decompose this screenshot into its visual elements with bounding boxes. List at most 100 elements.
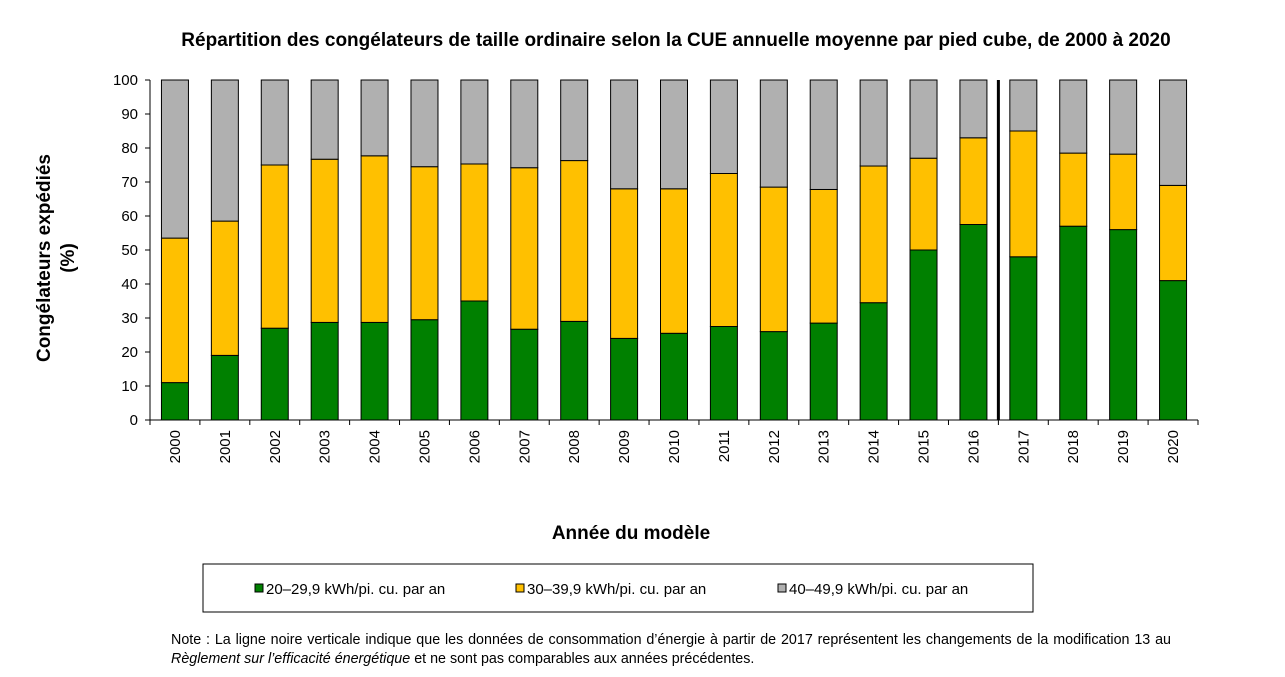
bar-segment-2019-series-3 [1109, 79, 1138, 155]
bar-segment-2016-series-3 [959, 79, 988, 139]
bar-segment-2009-series-2 [610, 188, 639, 339]
legend-label-series-3: 40–49,9 kWh/pi. cu. par an [789, 581, 968, 598]
y-tick-label: 0 [130, 412, 138, 429]
x-tick-label-2003: 2003 [317, 430, 334, 463]
legend-box [202, 563, 1034, 613]
bar-segment-2001-series-2 [210, 220, 239, 356]
x-tick-label-2015: 2015 [916, 430, 933, 463]
bar-segment-2013-series-3 [809, 79, 838, 190]
x-tick-label-2001: 2001 [217, 430, 234, 463]
legend-swatch-series-3 [777, 583, 787, 593]
x-tick-label-2019: 2019 [1115, 430, 1132, 463]
x-tick-label-2006: 2006 [466, 430, 483, 463]
bar-segment-2004-series-3 [360, 79, 389, 157]
bar-segment-2015-series-2 [909, 157, 938, 251]
y-tick-label: 20 [121, 344, 138, 361]
y-tick-label: 10 [121, 378, 138, 395]
bar-segment-2019-series-2 [1109, 153, 1138, 231]
y-tick-label: 40 [121, 276, 138, 293]
bar-segment-2008-series-2 [560, 160, 589, 322]
bar-segment-2015-series-1 [909, 249, 938, 421]
bar-segment-2000-series-3 [160, 79, 189, 239]
bar-segment-2016-series-2 [959, 137, 988, 225]
legend-label-series-1: 20–29,9 kWh/pi. cu. par an [266, 581, 445, 598]
bar-segment-2002-series-3 [260, 79, 289, 166]
bar-segment-2002-series-1 [260, 327, 289, 421]
bar-segment-2003-series-2 [310, 158, 339, 323]
bar-segment-2001-series-1 [210, 354, 239, 421]
bar-segment-2011-series-1 [709, 326, 738, 421]
x-tick-label-2009: 2009 [616, 430, 633, 463]
bar-segment-2003-series-3 [310, 79, 339, 160]
y-tick-label: 30 [121, 310, 138, 327]
bar-segment-2016-series-1 [959, 224, 988, 421]
legend-swatch-series-1 [254, 583, 264, 593]
x-tick-label-2016: 2016 [965, 430, 982, 463]
bar-segment-2012-series-1 [759, 331, 788, 421]
x-tick-label-2005: 2005 [416, 430, 433, 463]
legend: 20–29,9 kWh/pi. cu. par an 30–39,9 kWh/pi… [202, 563, 1034, 613]
plot-area: 0 10 20 30 40 50 60 70 80 90 100 2000 2001 2002 2003 20… [113, 72, 1199, 463]
x-tick-label-2010: 2010 [666, 430, 683, 463]
bar-segment-2010-series-2 [660, 188, 688, 334]
bar-segment-2013-series-1 [809, 322, 838, 421]
bar-segment-2017-series-1 [1009, 256, 1038, 421]
bar-segment-2009-series-1 [610, 337, 639, 421]
bar-segment-2012-series-2 [759, 186, 788, 333]
y-axis-title-line1: Congélateurs expédiés [34, 154, 55, 362]
x-tick-label-2014: 2014 [866, 430, 883, 463]
bar-segment-2008-series-3 [560, 79, 589, 162]
y-tick-label: 50 [121, 242, 138, 259]
bar-segment-2002-series-2 [260, 164, 289, 329]
bar-segment-2017-series-2 [1009, 130, 1038, 258]
stacked-bar-chart: Répartition des congélateurs de taille o… [34, 30, 1199, 613]
footnote: Note : La ligne noire verticale indique … [171, 631, 1171, 669]
bar-segment-2004-series-1 [360, 321, 389, 421]
y-tick-label: 80 [121, 140, 138, 157]
bar-segment-2014-series-1 [859, 302, 888, 421]
x-tick-label-2017: 2017 [1015, 430, 1032, 463]
bar-segment-2005-series-2 [410, 166, 439, 321]
bar-segment-2018-series-3 [1059, 79, 1088, 154]
x-tick-label-2018: 2018 [1065, 430, 1082, 463]
x-tick-label-2020: 2020 [1165, 430, 1182, 463]
y-axis-title: Congélateurs expédiés (%) [34, 154, 79, 362]
bar-segment-2001-series-3 [210, 79, 239, 222]
bar-segment-2007-series-3 [510, 79, 539, 169]
footnote-regulation-name: Règlement sur l’efficacité énergétique [171, 651, 411, 667]
x-tick-label-2011: 2011 [716, 430, 733, 462]
bar-segment-2018-series-2 [1059, 152, 1088, 227]
x-tick-label-2008: 2008 [566, 430, 583, 463]
bar-segment-2006-series-1 [460, 300, 489, 421]
bar-segment-2000-series-1 [160, 382, 189, 421]
bar-segment-2015-series-3 [909, 79, 938, 159]
x-axis-title: Année du modèle [552, 523, 710, 544]
bar-segment-2007-series-2 [510, 167, 539, 330]
footnote-prefix: Note : La ligne noire verticale indique … [171, 632, 1171, 648]
y-axis-title-line2: (%) [58, 243, 79, 273]
bar-segment-2020-series-2 [1159, 184, 1188, 282]
bar-segment-2011-series-3 [709, 79, 738, 174]
bar-segment-2007-series-1 [510, 328, 539, 421]
bar-segment-2017-series-3 [1009, 79, 1038, 132]
y-tick-label: 60 [121, 208, 138, 225]
bar-segment-2019-series-1 [1109, 229, 1138, 421]
bar-segment-2005-series-1 [410, 319, 439, 421]
bar-segment-2005-series-3 [410, 79, 439, 168]
footnote-suffix: et ne sont pas comparables aux années pr… [410, 651, 755, 667]
bar-segment-2014-series-3 [859, 79, 888, 167]
bar-segment-2018-series-1 [1059, 225, 1088, 421]
bar-segment-2000-series-2 [160, 237, 189, 384]
bar-segment-2013-series-2 [809, 188, 838, 324]
bar-segment-2008-series-1 [560, 320, 589, 421]
y-tick-label: 100 [113, 72, 138, 89]
x-tick-label-2000: 2000 [167, 430, 184, 463]
x-tick-label-2004: 2004 [367, 430, 384, 463]
bar-segment-2010-series-1 [660, 332, 688, 421]
x-tick-label-2007: 2007 [516, 430, 533, 463]
bar-segment-2009-series-3 [610, 79, 639, 190]
bar-segment-2006-series-3 [460, 79, 489, 165]
bar-segment-2014-series-2 [859, 165, 888, 304]
bar-segment-2020-series-1 [1159, 280, 1188, 421]
bar-segment-2012-series-3 [759, 79, 788, 188]
